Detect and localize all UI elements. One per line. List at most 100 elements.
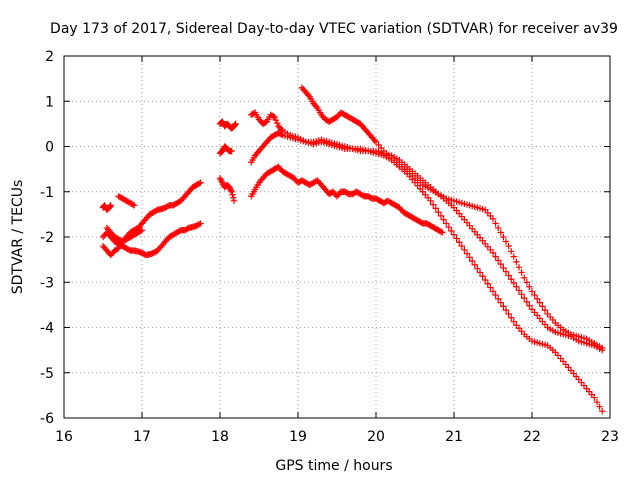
data-point bbox=[508, 248, 515, 255]
data-point bbox=[131, 202, 138, 209]
series-track-g bbox=[216, 143, 235, 157]
data-point bbox=[270, 113, 277, 120]
series-track-f bbox=[216, 118, 239, 132]
data-point bbox=[232, 120, 239, 128]
data-point bbox=[505, 310, 512, 318]
x-tick-label: 21 bbox=[445, 429, 463, 445]
y-tick-label: 0 bbox=[45, 140, 54, 156]
data-point bbox=[497, 299, 504, 306]
data-point bbox=[510, 279, 517, 287]
data-point bbox=[515, 263, 523, 271]
y-tick-label: 2 bbox=[45, 49, 54, 65]
data-point bbox=[471, 261, 478, 269]
data-points bbox=[99, 84, 606, 415]
data-point bbox=[502, 268, 510, 275]
data-point bbox=[230, 194, 237, 201]
data-point bbox=[487, 284, 494, 291]
data-point bbox=[596, 403, 603, 410]
data-point bbox=[502, 238, 510, 245]
y-tick-label: -3 bbox=[40, 275, 54, 291]
data-point bbox=[271, 113, 278, 121]
data-point bbox=[513, 258, 520, 266]
data-point bbox=[458, 242, 465, 250]
data-point bbox=[196, 180, 203, 187]
data-point bbox=[230, 197, 238, 204]
data-point bbox=[489, 249, 497, 257]
data-point bbox=[500, 264, 507, 272]
data-point bbox=[526, 302, 533, 309]
data-point bbox=[430, 201, 437, 208]
data-point bbox=[505, 242, 512, 250]
data-point bbox=[523, 279, 530, 286]
data-point bbox=[137, 227, 144, 235]
data-point bbox=[523, 298, 530, 306]
data-point bbox=[469, 257, 476, 265]
data-point bbox=[484, 280, 491, 287]
data-point bbox=[196, 220, 203, 228]
x-axis-label: GPS time / hours bbox=[275, 458, 392, 474]
data-point bbox=[228, 147, 235, 155]
data-point bbox=[229, 191, 236, 198]
data-point bbox=[228, 188, 235, 195]
data-point bbox=[432, 205, 439, 212]
x-tick-label: 20 bbox=[367, 429, 385, 445]
data-point bbox=[541, 306, 549, 314]
data-point bbox=[197, 179, 204, 186]
data-point bbox=[476, 269, 484, 276]
series-track-c bbox=[99, 202, 114, 214]
data-point bbox=[510, 318, 517, 325]
data-point bbox=[497, 229, 504, 236]
grid bbox=[64, 56, 610, 418]
y-tick-label: -5 bbox=[40, 366, 54, 382]
series-track-a bbox=[99, 179, 204, 259]
data-point bbox=[505, 272, 512, 279]
data-point bbox=[492, 220, 499, 227]
series-track-b bbox=[99, 220, 204, 259]
data-point bbox=[513, 283, 520, 290]
data-point bbox=[599, 344, 606, 352]
data-point bbox=[500, 233, 507, 241]
data-point bbox=[526, 283, 533, 290]
series-track-j bbox=[248, 109, 606, 415]
y-axis-ticks: -6 -5 -4 -3 -2 -1 0 1 2 bbox=[40, 49, 610, 427]
data-point bbox=[466, 254, 473, 261]
data-point bbox=[107, 202, 114, 209]
data-point bbox=[313, 103, 320, 110]
y-tick-label: -4 bbox=[40, 321, 54, 337]
data-point bbox=[518, 291, 525, 298]
data-point bbox=[508, 276, 515, 283]
x-tick-label: 18 bbox=[211, 429, 229, 445]
data-point bbox=[518, 269, 525, 276]
data-point bbox=[445, 223, 452, 231]
y-tick-label: -1 bbox=[40, 185, 54, 201]
data-point bbox=[305, 92, 312, 99]
data-point bbox=[440, 216, 447, 223]
data-point bbox=[495, 224, 502, 232]
data-point bbox=[497, 260, 504, 268]
data-point bbox=[443, 220, 450, 227]
data-point bbox=[463, 250, 471, 257]
data-point bbox=[500, 303, 507, 310]
y-axis-label: SDTVAR / TECUs bbox=[10, 180, 26, 295]
data-point bbox=[277, 125, 285, 133]
data-point bbox=[489, 215, 497, 223]
x-tick-label: 19 bbox=[289, 429, 307, 445]
data-point bbox=[528, 288, 536, 295]
data-point bbox=[453, 235, 460, 242]
data-point bbox=[129, 201, 137, 208]
data-point bbox=[510, 253, 517, 260]
y-tick-label: 1 bbox=[45, 94, 54, 110]
data-point bbox=[227, 187, 235, 194]
data-point bbox=[492, 291, 499, 299]
data-point bbox=[479, 273, 486, 280]
data-point bbox=[508, 314, 515, 321]
x-tick-label: 16 bbox=[55, 429, 73, 445]
data-point bbox=[599, 408, 606, 415]
data-point bbox=[502, 306, 510, 314]
series-track-e bbox=[103, 224, 146, 245]
x-tick-label: 23 bbox=[601, 429, 619, 445]
data-point bbox=[521, 274, 528, 281]
data-point bbox=[435, 208, 442, 216]
data-point bbox=[427, 197, 434, 204]
